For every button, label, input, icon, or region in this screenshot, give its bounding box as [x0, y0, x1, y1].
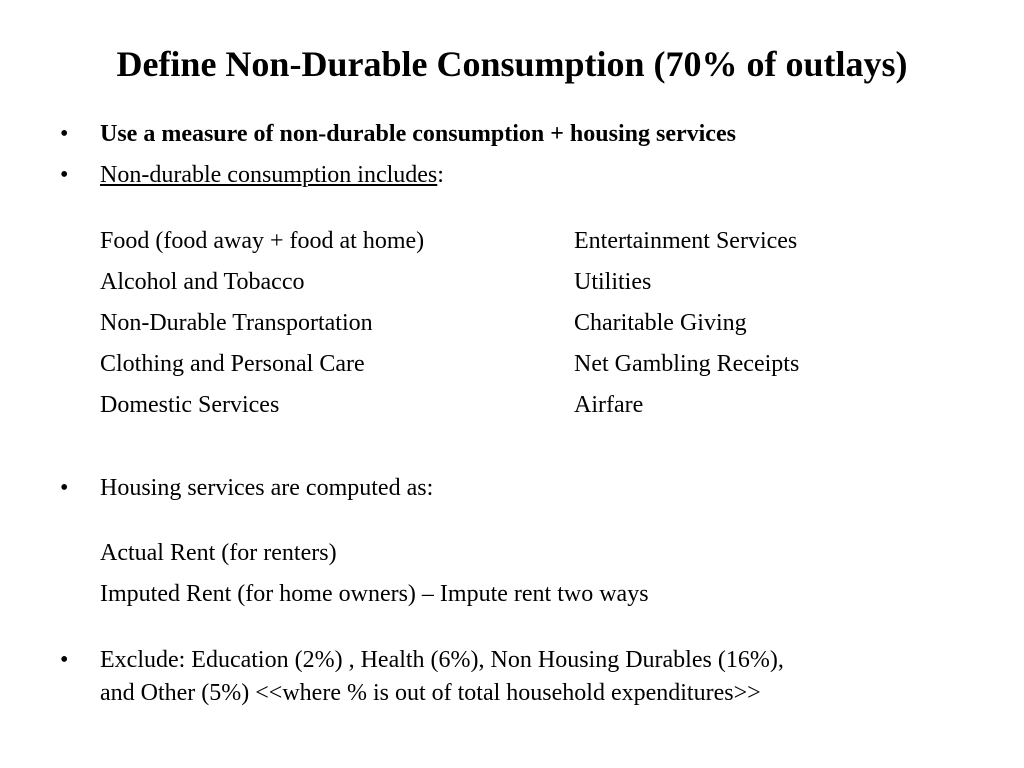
- nondurable-item-left: Domestic Services: [100, 392, 280, 418]
- nondurable-item-left: Clothing and Personal Care: [100, 351, 365, 377]
- bullet-includes-text: Non-durable consumption includes:: [100, 159, 444, 191]
- nondurable-item-right: Entertainment Services: [574, 228, 798, 254]
- housing-item: Imputed Rent (for home owners) – Impute …: [100, 581, 649, 607]
- bullet-dot-icon: •: [60, 121, 69, 147]
- nondurable-item-right: Net Gambling Receipts: [574, 351, 800, 377]
- slide-title: Define Non-Durable Consumption (70% of o…: [116, 44, 908, 84]
- bullet-dot-icon: •: [60, 162, 69, 188]
- includes-colon: :: [437, 162, 444, 188]
- housing-item: Actual Rent (for renters): [100, 540, 337, 566]
- nondurable-item-left: Food (food away + food at home): [100, 228, 425, 254]
- bullet-housing-text: Housing services are computed as:: [100, 475, 434, 501]
- nondurable-item-right: Charitable Giving: [574, 310, 747, 336]
- bullet-dot-icon: •: [60, 647, 69, 673]
- nondurable-item-left: Non-Durable Transportation: [100, 310, 373, 336]
- includes-heading: Non-durable consumption includes: [100, 162, 438, 188]
- exclude-line-2: and Other (5%) <<where % is out of total…: [100, 680, 761, 706]
- nondurable-item-right: Airfare: [574, 392, 644, 418]
- bullet-measure-text: Use a measure of non-durable consumption…: [100, 121, 736, 147]
- exclude-line-1: Exclude: Education (2%) , Health (6%), N…: [100, 647, 784, 673]
- bullet-exclude-text: Exclude: Education (2%) , Health (6%), N…: [100, 644, 980, 710]
- nondurable-item-right: Utilities: [574, 269, 652, 295]
- bullet-dot-icon: •: [60, 475, 69, 501]
- nondurable-item-left: Alcohol and Tobacco: [100, 269, 305, 295]
